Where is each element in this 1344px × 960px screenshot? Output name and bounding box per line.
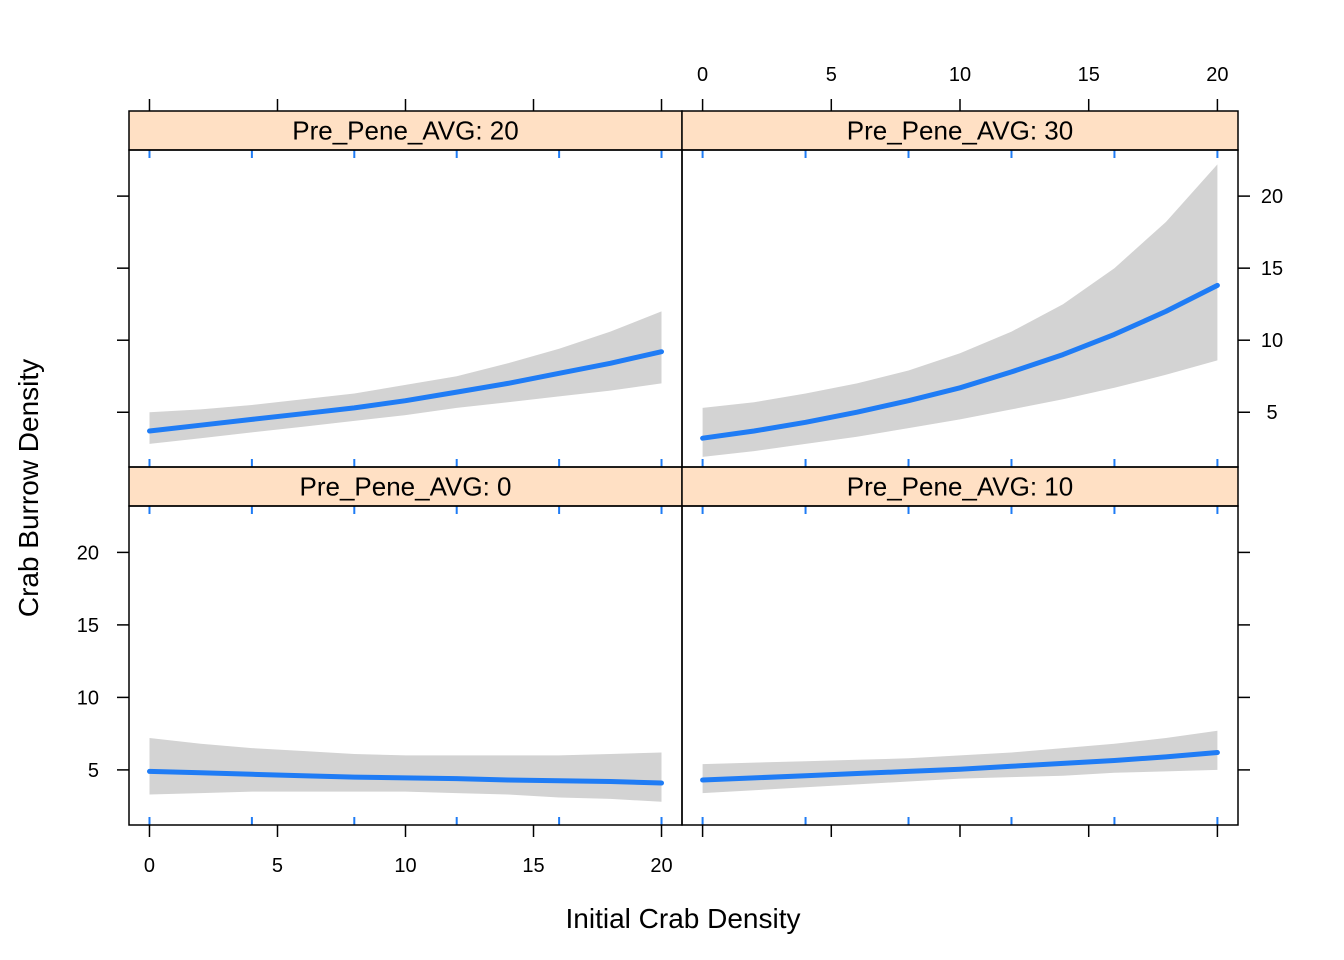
fit-lines (147, 282, 1220, 786)
fit-line (147, 768, 664, 786)
x-tick-label: 0 (144, 855, 155, 877)
confidence-band (149, 738, 662, 802)
y-tick-label: 5 (88, 760, 99, 782)
fit-line (700, 750, 1220, 783)
y-tick-label: 20 (77, 542, 99, 564)
panel-strip-label: Pre_Pene_AVG: 20 (292, 116, 518, 146)
x-tick-label: 20 (1206, 64, 1228, 86)
panel-strip-label: Pre_Pene_AVG: 10 (847, 472, 1073, 502)
y-tick-label: 5 (1266, 402, 1277, 424)
confidence-bands (149, 164, 1218, 802)
panel-strip (128, 466, 683, 507)
x-tick-label: 0 (697, 64, 708, 86)
y-tick-label: 10 (1261, 330, 1283, 352)
confidence-band (702, 164, 1218, 457)
panel-strip-label: Pre_Pene_AVG: 30 (847, 116, 1073, 146)
fit-line (700, 282, 1220, 441)
x-tick-label: 15 (1078, 64, 1100, 86)
y-tick-label: 10 (77, 687, 99, 709)
confidence-band (702, 730, 1218, 794)
y-tick-label: 15 (77, 615, 99, 637)
panel-strips: Pre_Pene_AVG: 20 Pre_Pene_AVG: 30 Pre_Pene… (128, 110, 1239, 507)
rug-marks (148, 150, 1219, 825)
panel-strip (681, 466, 1239, 507)
x-tick-label: 15 (522, 855, 544, 877)
panel-frame (681, 149, 1239, 468)
x-tick-label: 10 (949, 64, 971, 86)
axes: 0 0 5 5 10 10 15 15 20 20 5 5 10 10 15 15 20 20 (77, 64, 1283, 877)
y-axis-title: Crab Burrow Density (13, 359, 44, 617)
x-tick-label: 5 (826, 64, 837, 86)
panel-strip (681, 110, 1239, 151)
confidence-band (149, 311, 662, 444)
x-tick-label: 20 (650, 855, 672, 877)
x-axis-title: Initial Crab Density (566, 903, 801, 934)
x-tick-label: 5 (272, 855, 283, 877)
y-tick-label: 15 (1261, 258, 1283, 280)
fit-line (147, 349, 664, 434)
panel-strip (128, 110, 683, 151)
y-tick-label: 20 (1261, 186, 1283, 208)
panel-strip-label: Pre_Pene_AVG: 0 (300, 472, 512, 502)
x-tick-label: 10 (394, 855, 416, 877)
